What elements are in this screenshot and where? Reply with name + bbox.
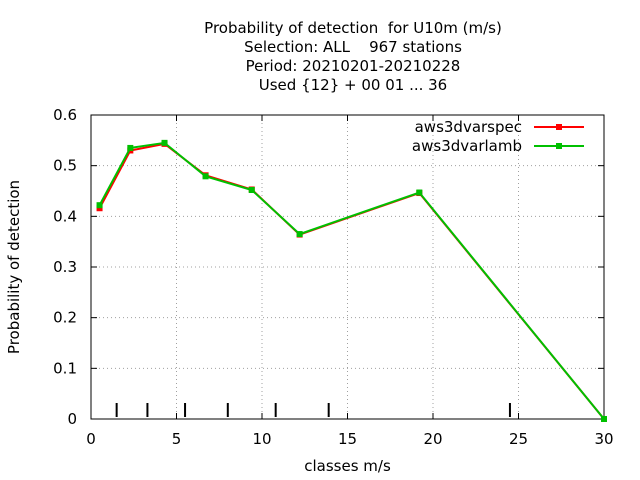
class-markers bbox=[115, 403, 511, 417]
y-tick-label: 0.6 bbox=[53, 106, 77, 124]
title-line: Period: 20210201-20210228 bbox=[246, 57, 461, 75]
y-tick-label: 0 bbox=[67, 410, 77, 428]
chart-title: Probability of detection for U10m (m/s)S… bbox=[204, 19, 502, 94]
data-point bbox=[161, 139, 168, 146]
data-point bbox=[96, 202, 103, 209]
title-line: Selection: ALL 967 stations bbox=[244, 38, 462, 56]
title-line: Used {12} + 00 01 ... 36 bbox=[259, 76, 447, 94]
x-tick-label: 25 bbox=[509, 430, 528, 448]
data-point bbox=[296, 231, 303, 238]
data-point bbox=[96, 205, 103, 212]
series-line-aws3dvarlamb bbox=[98, 141, 605, 420]
data-point bbox=[127, 144, 134, 151]
legend-label: aws3dvarlamb bbox=[412, 137, 522, 155]
x-tick-label: 15 bbox=[338, 430, 357, 448]
y-tick-label: 0.2 bbox=[53, 309, 77, 327]
x-tick-label: 20 bbox=[423, 430, 442, 448]
legend-marker bbox=[556, 143, 562, 149]
grid bbox=[91, 115, 604, 419]
x-tick-label: 30 bbox=[594, 430, 613, 448]
data-point bbox=[601, 416, 607, 422]
y-tick-label: 0.5 bbox=[53, 157, 77, 175]
data-point bbox=[248, 186, 255, 193]
x-tick-label: 0 bbox=[86, 430, 96, 448]
y-tick-label: 0.1 bbox=[53, 359, 77, 377]
x-tick-label: 10 bbox=[252, 430, 271, 448]
legend-label: aws3dvarspec bbox=[415, 118, 522, 136]
y-axis-label: Probability of detection bbox=[5, 180, 23, 354]
y-tick-label: 0.3 bbox=[53, 258, 77, 276]
title-line: Probability of detection for U10m (m/s) bbox=[204, 19, 502, 37]
x-axis-label: classes m/s bbox=[304, 457, 391, 475]
legend-marker bbox=[556, 124, 562, 130]
data-point bbox=[202, 173, 209, 180]
x-tick-label: 5 bbox=[172, 430, 182, 448]
series bbox=[96, 139, 607, 422]
series-line-aws3dvarspec bbox=[98, 142, 605, 420]
data-point bbox=[416, 189, 423, 196]
y-tick-label: 0.4 bbox=[53, 207, 77, 225]
axis-ticks: 0 5 10 15 20 25 30 0 0.1 0.2 0.3 0.4 0.5 0.6 bbox=[53, 106, 613, 448]
